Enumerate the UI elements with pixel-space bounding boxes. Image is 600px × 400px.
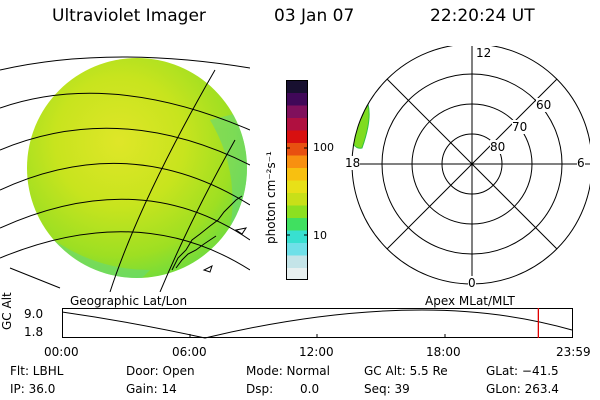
colorbar-segment: [286, 80, 308, 93]
instrument-title: Ultraviolet Imager: [52, 6, 206, 26]
colorbar-unit-label: photon cm⁻²s⁻¹: [264, 151, 278, 244]
colorbar-segment: [286, 142, 308, 156]
filter-info: Flt: LBHL: [10, 364, 64, 378]
mlt-label-0: 0: [468, 276, 476, 290]
colorbar-tick-10: 10: [313, 229, 327, 242]
timeline-tick-0600: 06:00: [172, 345, 207, 359]
mlt-label-18: 18: [345, 156, 361, 170]
colorbar-segment: [286, 92, 308, 106]
door-info: Door: Open: [126, 364, 195, 378]
mlt-label-12: 12: [476, 46, 492, 60]
geographic-grid: [0, 56, 250, 292]
observation-time: 22:20:24 UT: [430, 6, 535, 26]
colorbar-segment: [286, 167, 308, 181]
glat-info: GLat: −41.5: [486, 364, 559, 378]
altitude-timeline: [62, 308, 573, 339]
colorbar-tick-100: 100: [313, 141, 334, 154]
colorbar-segment: [286, 180, 308, 193]
timeline-ymax: 9.0: [24, 307, 44, 321]
colorbar-segment: [286, 130, 308, 143]
timeline-tick-1800: 18:00: [426, 345, 461, 359]
dsp-value: 0.0: [300, 382, 320, 396]
mlat-label-80: 80: [490, 140, 506, 154]
uv-earth-image: [0, 56, 250, 292]
colorbar-segment: [286, 117, 308, 131]
timeline-axis-label: GC Alt: [0, 292, 14, 330]
colorbar-segment: [286, 217, 308, 231]
timeline-tick-1200: 12:00: [299, 345, 334, 359]
glon-info: GLon: 263.4: [486, 382, 559, 396]
mlat-label-60: 60: [536, 98, 552, 112]
colorbar-segment: [286, 105, 308, 118]
colorbar-segment: [286, 255, 308, 268]
dsp-label: Dsp:: [246, 382, 274, 396]
mlat-label-70: 70: [512, 120, 528, 134]
altitude-curve: [62, 309, 573, 339]
gc-alt-info: GC Alt: 5.5 Re: [364, 364, 448, 378]
mode-info: Mode: Normal: [246, 364, 330, 378]
ip-info: IP: 36.0: [10, 382, 56, 396]
earth-disk: [27, 58, 247, 278]
colorbar-segment: [286, 267, 308, 280]
mlt-label-6: 6: [577, 156, 585, 170]
timeline-ymin: 1.8: [24, 325, 44, 339]
colorbar-segment: [286, 192, 308, 206]
coastline-south-america: [9, 195, 248, 289]
colorbar-segment: [286, 230, 308, 243]
polar-mlt-plot: [351, 46, 590, 285]
observation-date: 03 Jan 07: [274, 6, 355, 26]
colorbar: [286, 80, 308, 280]
geographic-label: Geographic Lat/Lon: [70, 294, 188, 308]
timeline-tick-0000: 00:00: [44, 345, 79, 359]
colorbar-segment: [286, 155, 308, 168]
colorbar-segment: [286, 205, 308, 218]
gain-info: Gain: 14: [126, 382, 177, 396]
colorbar-segment: [286, 242, 308, 256]
auroral-emission-patch: [352, 101, 370, 149]
seq-info: Seq: 39: [364, 382, 410, 396]
timeline-tick-2359: 23:59: [556, 345, 591, 359]
apex-label: Apex MLat/MLT: [425, 294, 515, 308]
